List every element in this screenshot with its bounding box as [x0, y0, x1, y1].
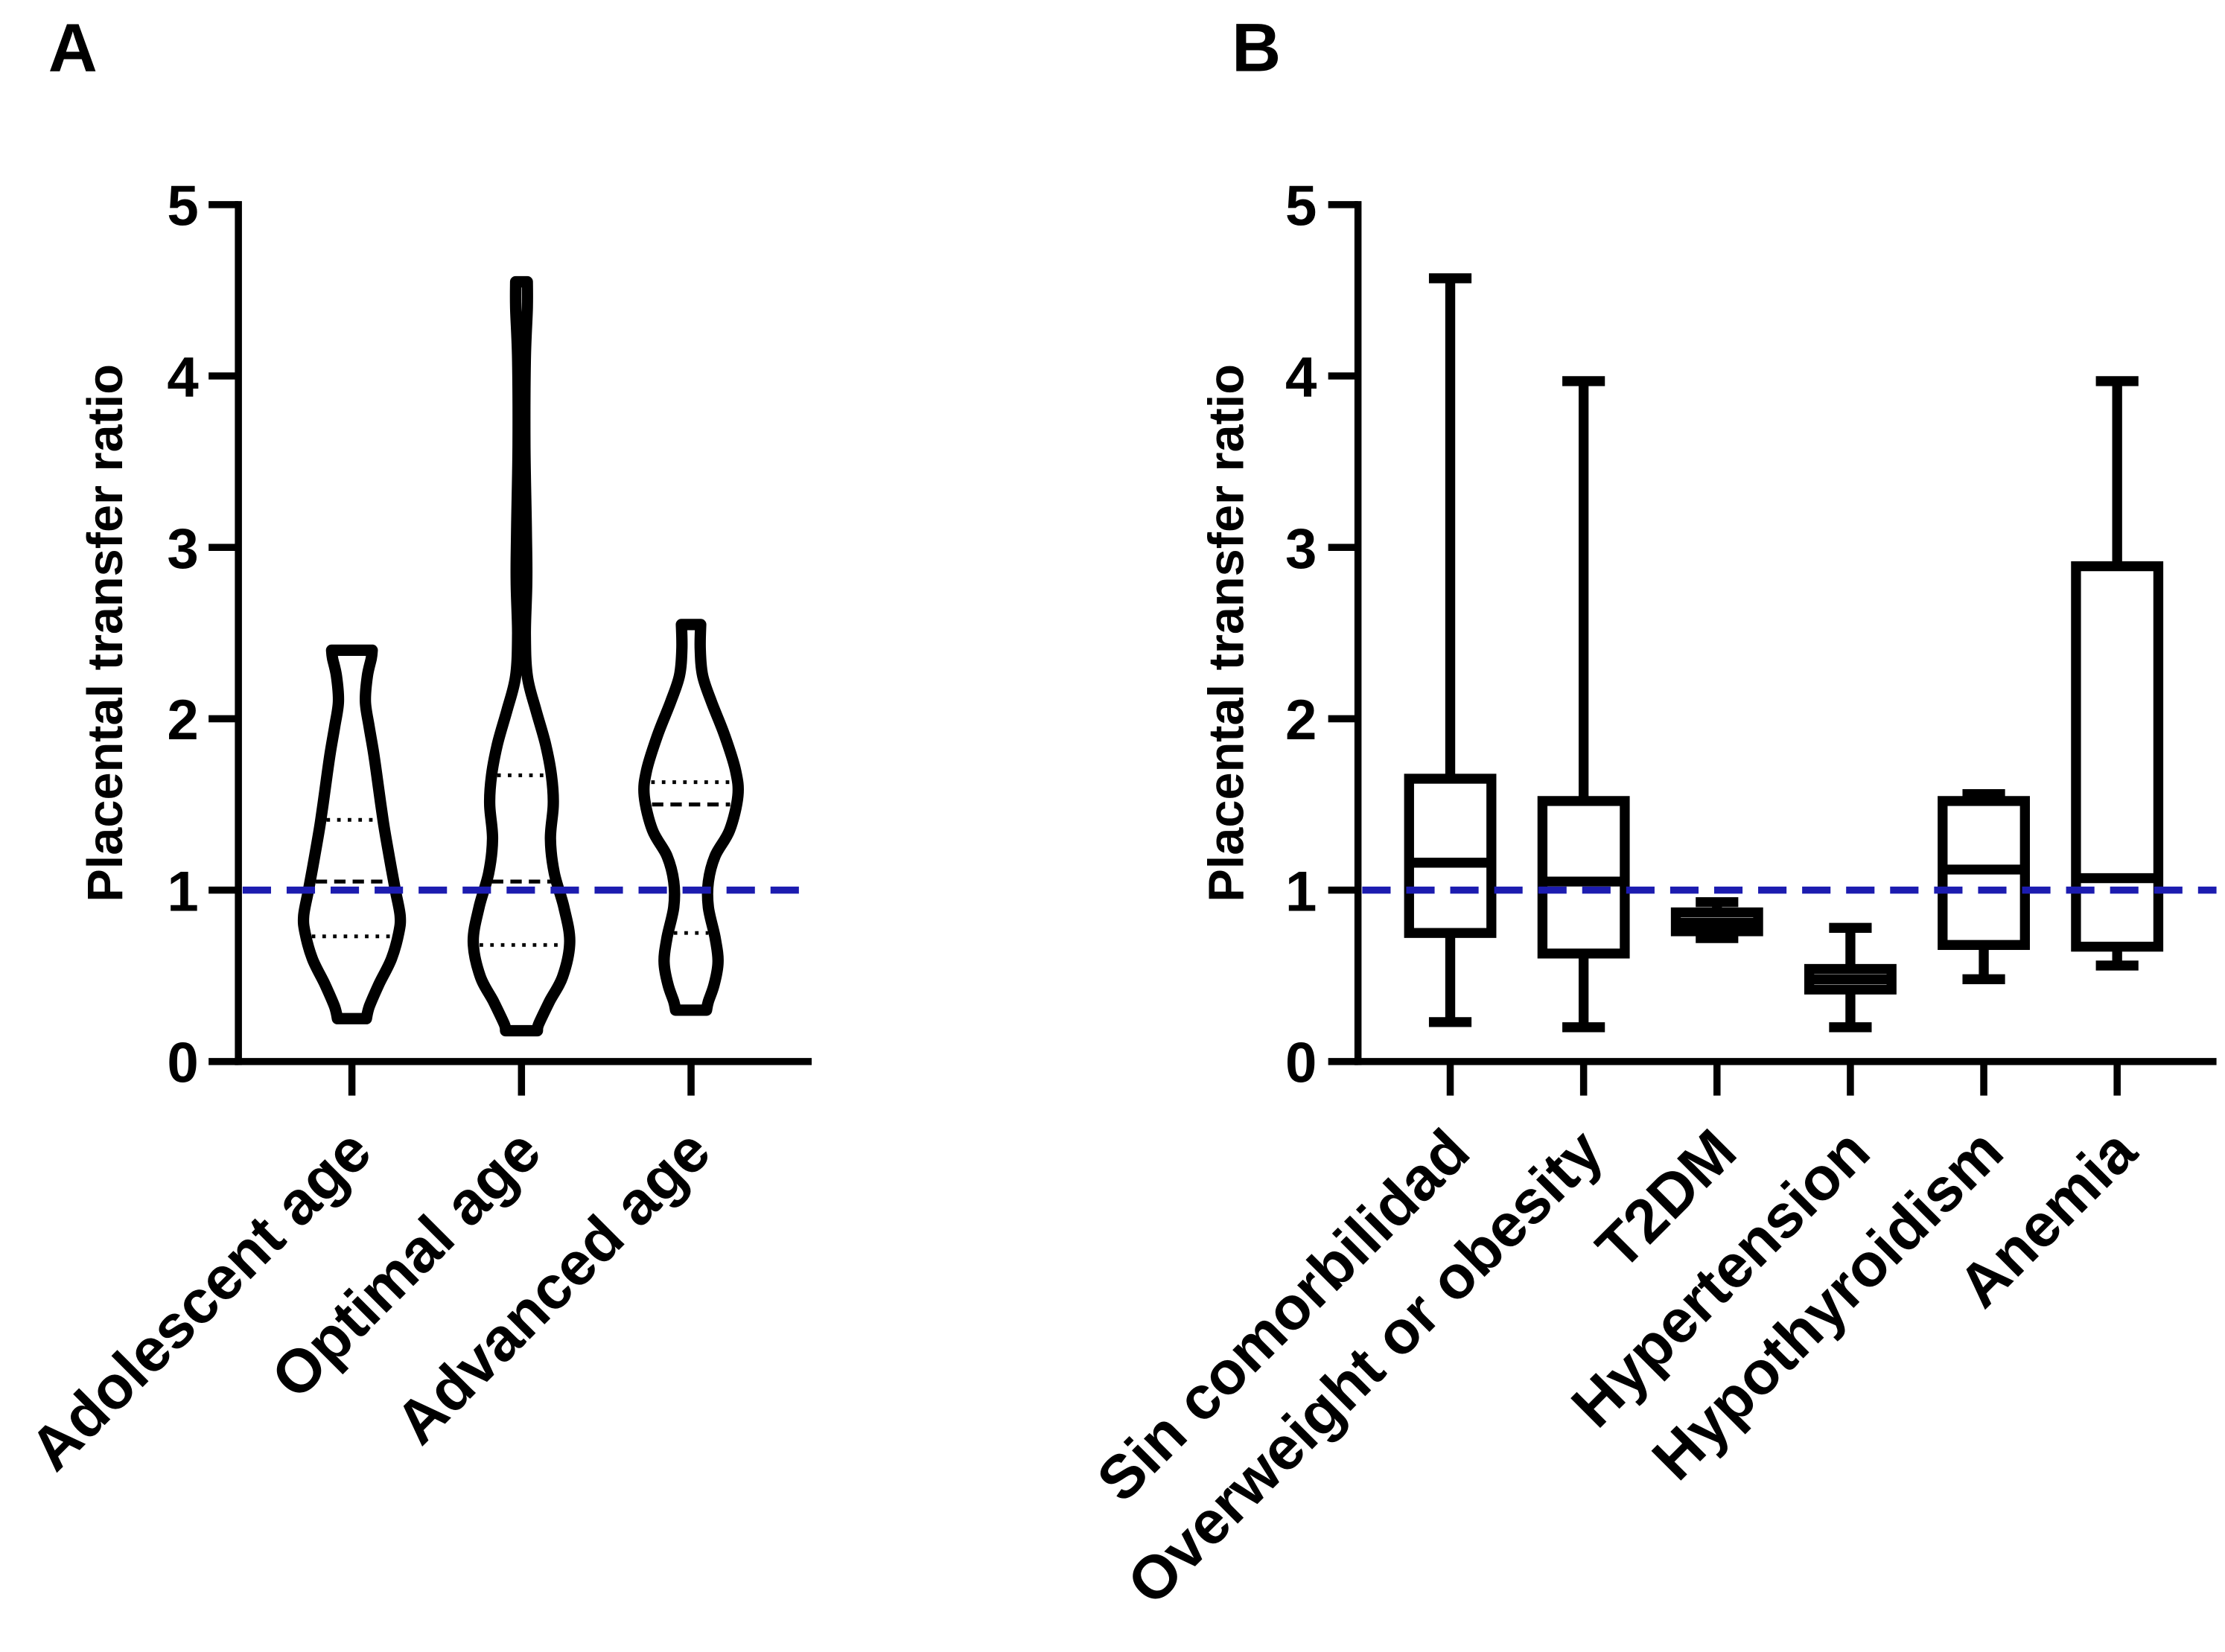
panel-a-violin-outline-adolescent-age — [297, 644, 407, 1024]
panel-a-violin-outline-advanced-age — [638, 619, 744, 1016]
panel-b-box-sin-comorbilidad — [1404, 273, 1497, 1027]
panel-a-y-tick-label: 0 — [167, 1031, 198, 1094]
panel-a-y-tick-label: 5 — [167, 174, 198, 237]
panel-a-y-tick-label: 3 — [167, 517, 198, 581]
panel-b-box-hypothyroidism — [1938, 789, 2030, 985]
panel-a-violin-advanced-age — [638, 619, 744, 1016]
panel-b-y-tick-label: 0 — [1285, 1031, 1317, 1094]
panel-a-y-tick-label: 1 — [167, 860, 198, 923]
panel-b-iqr-box-anemia — [2071, 561, 2164, 952]
panel-a-y-tick-label: 2 — [167, 689, 198, 752]
panel-b-box-overweight-or-obesity — [1537, 376, 1630, 1033]
panel-a-y-axis-title: Placental transfer ratio — [78, 364, 133, 902]
panel-b-y-axis-title: Placental transfer ratio — [1199, 364, 1254, 902]
panel-a-violin-optimal-age — [467, 275, 576, 1037]
panel-b-iqr-box-sin-comorbilidad — [1404, 774, 1497, 938]
panel-b-box-hypertension — [1804, 922, 1897, 1033]
panel-b-y-tick-label: 3 — [1285, 517, 1317, 581]
panel-b-letter: B — [1232, 10, 1281, 86]
panel-a-letter: A — [48, 10, 98, 86]
panel-b-box-anemia — [2071, 376, 2164, 971]
panel-b-y-tick-label: 4 — [1285, 346, 1317, 409]
panel-b-y-tick-label: 1 — [1285, 860, 1317, 923]
panel-b-y-tick-label: 5 — [1285, 174, 1317, 237]
panel-b-y-tick-label: 2 — [1285, 689, 1317, 752]
panel-a-violin-adolescent-age — [297, 644, 407, 1024]
panel-a-y-tick-label: 4 — [167, 346, 198, 409]
panel-b-box-t2dm — [1670, 897, 1763, 943]
panel-a-violin-outline-optimal-age — [467, 275, 576, 1037]
